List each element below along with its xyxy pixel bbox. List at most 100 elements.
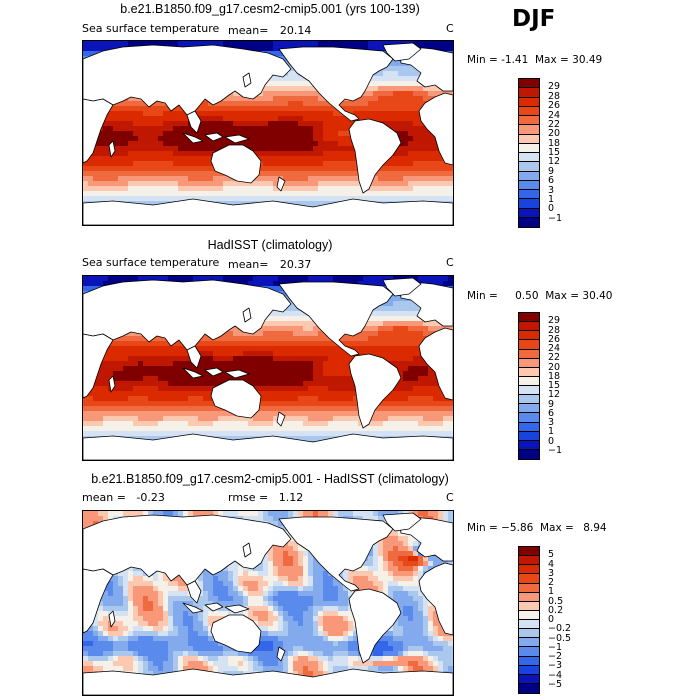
field-cell <box>158 141 164 147</box>
field-cell <box>373 111 379 117</box>
field-cell <box>243 421 249 427</box>
field-cell <box>143 141 149 147</box>
field-cell <box>123 386 129 392</box>
field-cell <box>293 306 299 312</box>
field-cell <box>343 146 349 152</box>
field-cell <box>133 136 139 142</box>
field-cell <box>208 121 214 127</box>
field-cell <box>253 381 259 387</box>
field-cell <box>238 186 244 192</box>
field-cell <box>158 146 164 152</box>
field-cell <box>348 401 354 407</box>
field-cell <box>278 316 284 322</box>
field-cell <box>378 166 384 172</box>
field-cell <box>223 186 229 192</box>
field-cell <box>418 141 424 147</box>
field-cell <box>418 146 424 152</box>
field-cell <box>168 176 174 182</box>
field-cell <box>273 386 279 392</box>
field-cell <box>408 196 414 202</box>
field-cell <box>103 371 109 377</box>
field-cell <box>93 281 99 287</box>
field-cell <box>303 391 309 397</box>
field-cell <box>273 356 279 362</box>
field-cell <box>258 386 264 392</box>
field-cell <box>93 151 99 157</box>
field-cell <box>383 191 389 197</box>
field-cell <box>263 96 269 102</box>
field-cell <box>343 396 349 402</box>
field-cell <box>298 131 304 137</box>
field-cell <box>398 311 404 317</box>
field-cell <box>133 176 139 182</box>
field-cell <box>238 416 244 422</box>
field-cell <box>303 191 309 197</box>
field-cell <box>413 176 419 182</box>
field-cell <box>178 376 184 382</box>
field-cell <box>103 391 109 397</box>
field-cell <box>123 151 129 157</box>
field-cell <box>413 346 419 352</box>
field-cell <box>393 176 399 182</box>
field-cell <box>293 166 299 172</box>
field-cell <box>403 316 409 322</box>
field-cell <box>98 41 104 47</box>
field-cell <box>83 421 89 427</box>
field-cell <box>268 91 274 97</box>
field-cell <box>163 376 169 382</box>
field-cell <box>408 141 414 147</box>
field-cell <box>258 196 264 202</box>
field-cell <box>273 361 279 367</box>
field-cell <box>353 181 359 187</box>
field-cell <box>328 126 334 132</box>
field-cell <box>418 376 424 382</box>
field-cell <box>288 351 294 357</box>
field-cell <box>263 326 269 332</box>
field-cell <box>388 356 394 362</box>
field-cell <box>168 136 174 142</box>
field-cell <box>388 106 394 112</box>
field-cell <box>368 191 374 197</box>
field-cell <box>293 421 299 427</box>
field-cell <box>448 326 453 332</box>
field-cell <box>433 151 439 157</box>
field-cell <box>408 406 414 412</box>
field-cell <box>128 141 134 147</box>
field-cell <box>218 376 224 382</box>
field-cell <box>138 101 144 107</box>
field-cell <box>243 96 249 102</box>
field-cell <box>318 381 324 387</box>
field-cell <box>173 161 179 167</box>
field-cell <box>383 96 389 102</box>
field-cell <box>128 396 134 402</box>
field-cell <box>408 81 414 87</box>
field-cell <box>143 381 149 387</box>
field-cell <box>393 181 399 187</box>
field-cell <box>98 131 104 137</box>
field-cell <box>438 166 444 172</box>
field-cell <box>378 106 384 112</box>
field-cell <box>293 346 299 352</box>
field-cell <box>298 191 304 197</box>
field-cell <box>83 41 89 47</box>
field-cell <box>408 171 414 177</box>
field-cell <box>363 91 369 97</box>
field-cell <box>398 86 404 92</box>
field-cell <box>303 156 309 162</box>
field-cell <box>308 171 314 177</box>
field-cell <box>293 101 299 107</box>
field-cell <box>258 116 264 122</box>
field-cell <box>88 181 94 187</box>
panel-title: b.e21.B1850.f09_g17.cesm2-cmip5.001 (yrs… <box>120 2 420 16</box>
field-cell <box>83 46 89 52</box>
field-cell <box>198 346 204 352</box>
field-cell <box>283 41 289 47</box>
field-cell <box>118 366 124 372</box>
field-cell <box>333 406 339 412</box>
field-cell <box>333 351 339 357</box>
field-cell <box>413 86 419 92</box>
field-cell <box>238 101 244 107</box>
field-cell <box>268 361 274 367</box>
field-cell <box>383 91 389 97</box>
field-cell <box>138 166 144 172</box>
